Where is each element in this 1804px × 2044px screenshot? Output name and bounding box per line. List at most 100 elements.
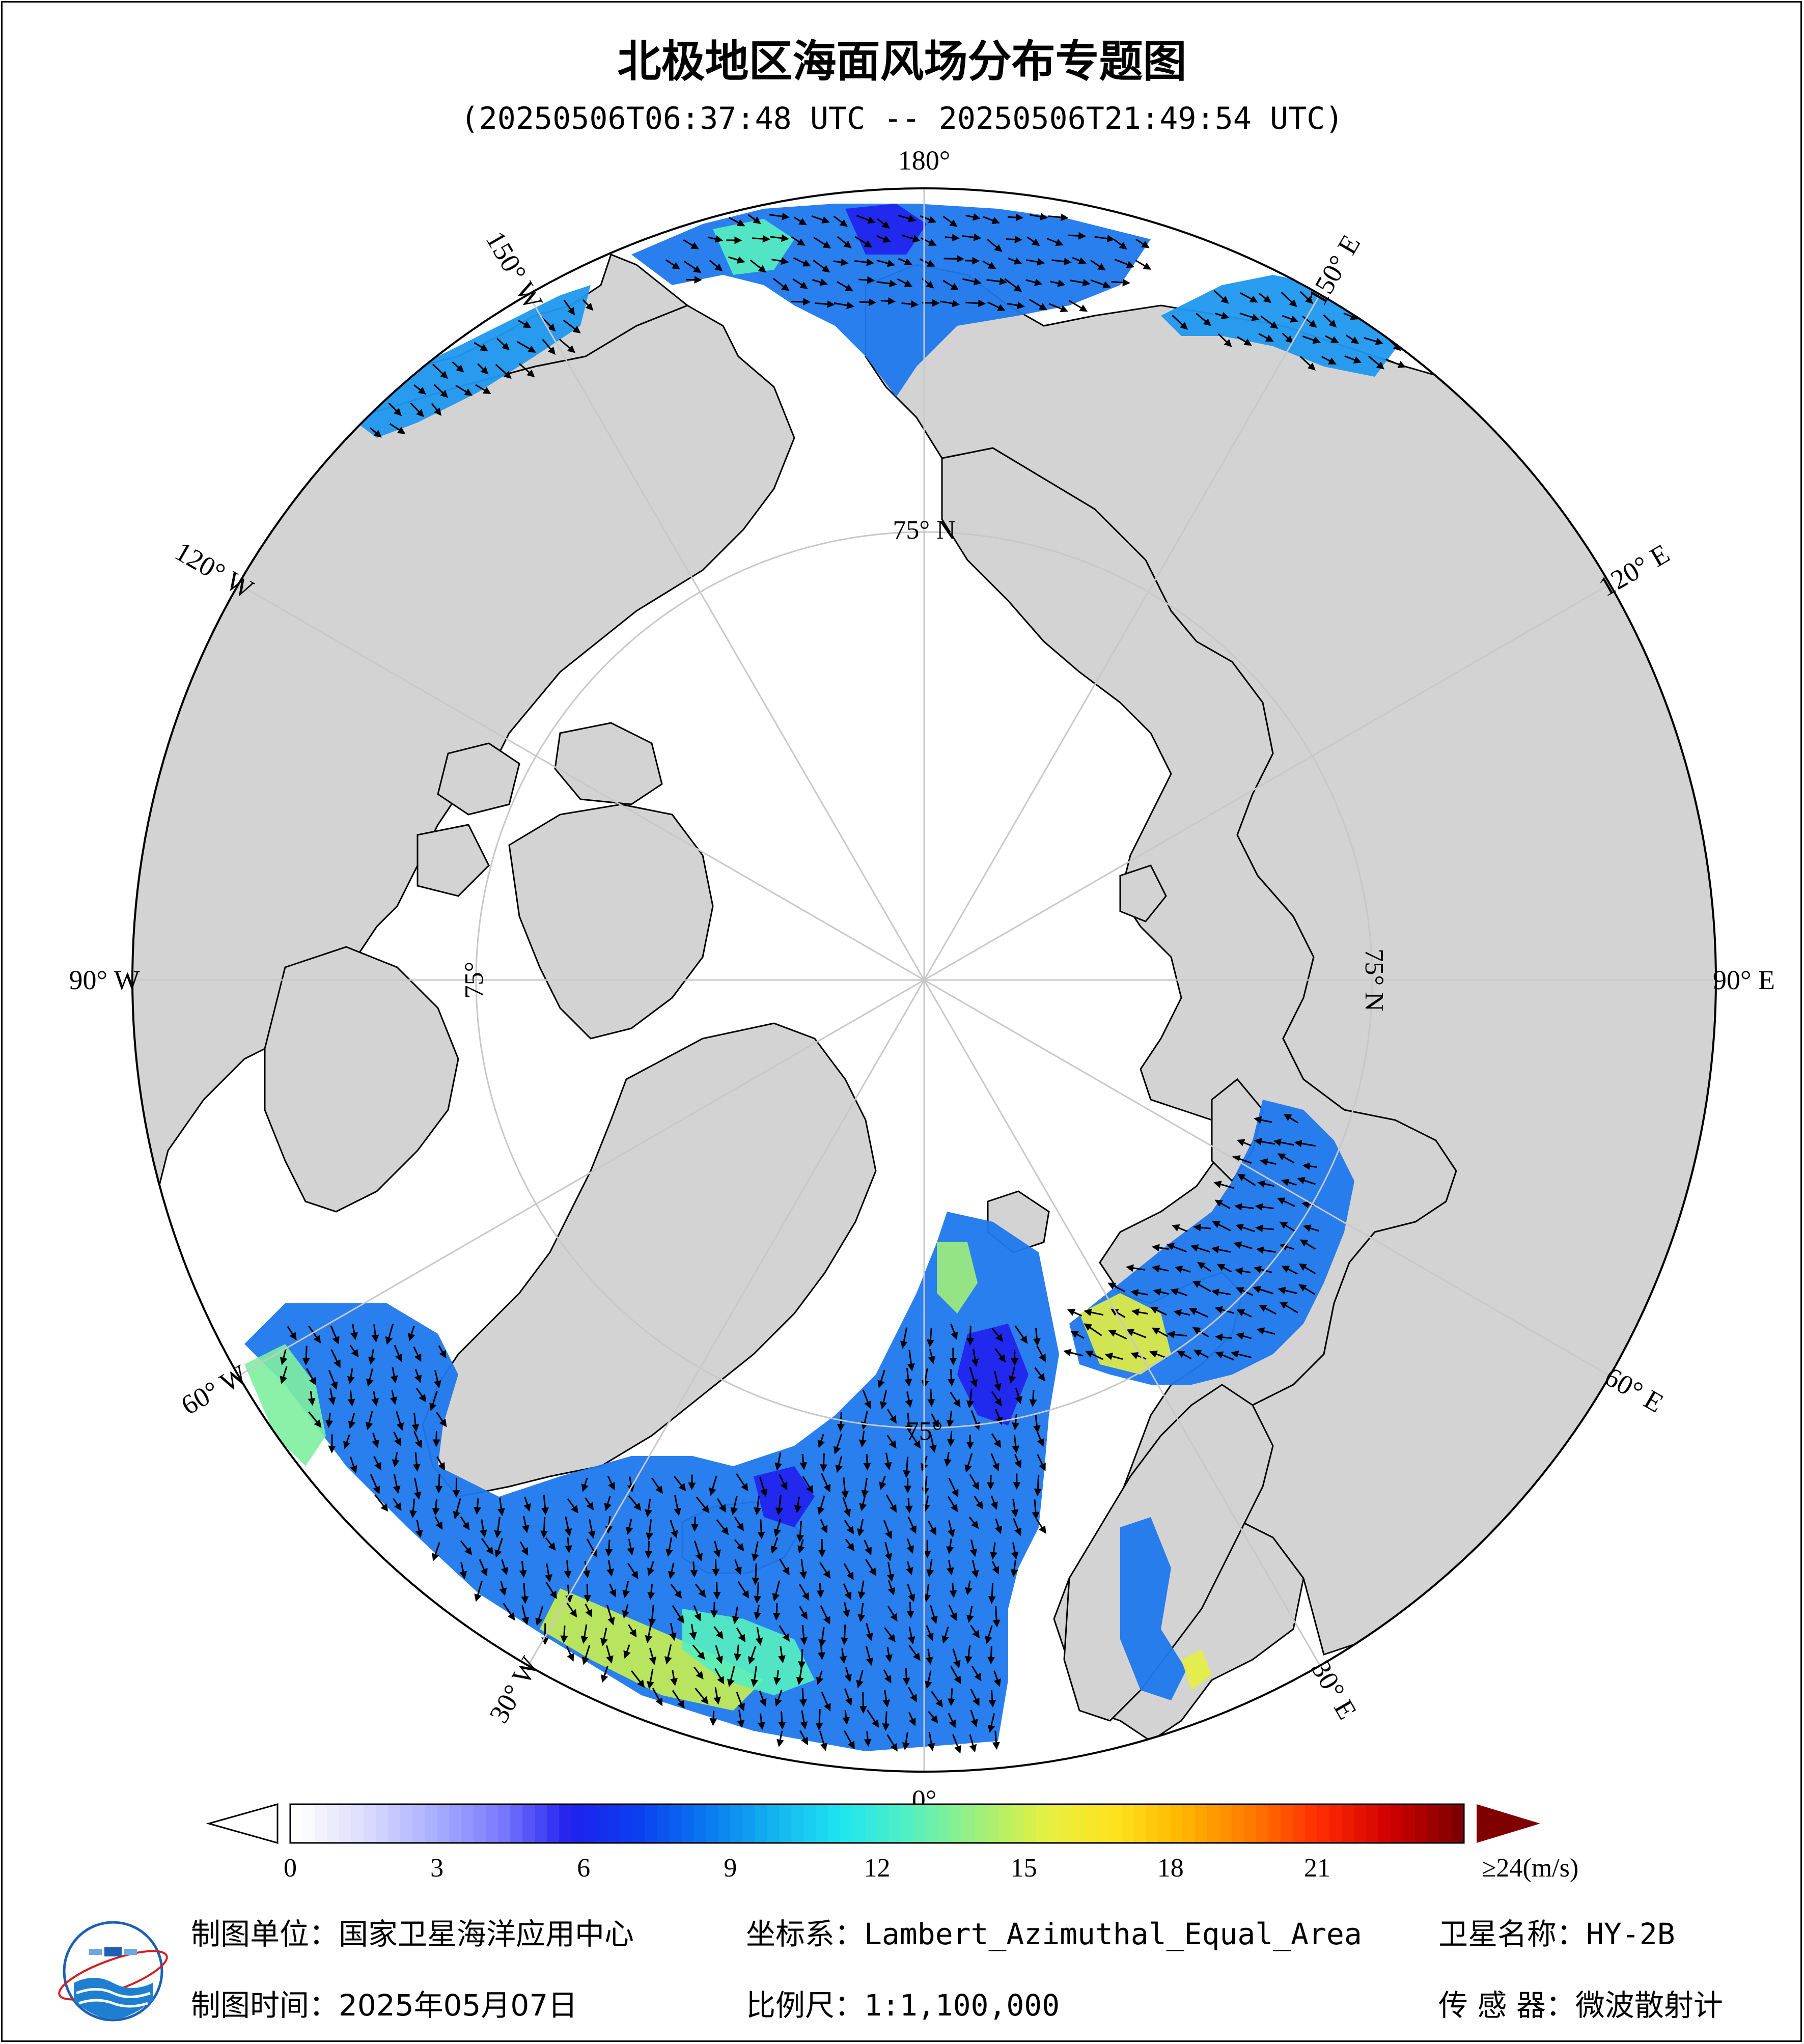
wind-arrow [778, 1711, 786, 1730]
colorbar [206, 1803, 1540, 1844]
wind-arrow [365, 1411, 373, 1431]
wind-arrow [586, 1538, 598, 1558]
wind-arrow [582, 299, 594, 311]
wind-arrow [923, 1584, 931, 1603]
wind-arrow [1151, 1327, 1169, 1337]
wind-arrow [949, 1582, 957, 1599]
wind-arrow [497, 1497, 505, 1517]
colorbar-cell [962, 1804, 976, 1843]
wind-arrow [622, 1604, 630, 1619]
wind-arrow [325, 1412, 334, 1429]
colorbar-cell [926, 1804, 939, 1843]
wind-arrow [779, 1625, 790, 1642]
wind-arrow [799, 1688, 807, 1707]
wind-arrow [560, 1626, 568, 1643]
wind-arrow [859, 1495, 867, 1511]
wind-arrow [565, 1537, 573, 1553]
colorbar-cell [1329, 1804, 1342, 1843]
wind-arrow [696, 1496, 710, 1514]
wind-arrow [969, 1539, 978, 1557]
wind-arrow [540, 1517, 548, 1538]
wind-arrow [585, 1603, 593, 1618]
wind-arrow [690, 1561, 698, 1578]
wind-arrow [581, 1645, 591, 1665]
colorbar-cell [449, 1804, 462, 1843]
wind-arrow [952, 1734, 961, 1754]
colorbar-cell [1439, 1804, 1452, 1843]
wind-arrow [1239, 312, 1260, 321]
wind-arrow [1235, 1267, 1251, 1275]
wind-arrow [715, 1645, 724, 1664]
wind-arrow [373, 1456, 381, 1471]
colorbar-cell [681, 1804, 695, 1843]
wind-arrow [1034, 1367, 1045, 1382]
graticule [132, 188, 1716, 1772]
meridian-line [923, 979, 1321, 1666]
wind-arrow [350, 1324, 358, 1340]
colorbar-cell [1170, 1804, 1183, 1843]
wind-arrow [519, 1541, 529, 1556]
wind-arrow [1281, 1179, 1297, 1186]
wind-arrow [885, 1494, 897, 1513]
colorbar-cell [596, 1804, 609, 1843]
wind-arrow [366, 1368, 374, 1387]
longitude-label: 180° [898, 145, 951, 176]
wind-arrow [432, 1542, 440, 1561]
colorbar-outline [289, 1803, 1465, 1844]
wind-arrow [974, 1496, 983, 1509]
wind-arrow [818, 1627, 826, 1647]
arctic-island-land [437, 742, 520, 816]
wind-arrow [796, 1666, 804, 1685]
wind-arrow [564, 1560, 572, 1579]
wind-arrow [545, 1563, 552, 1583]
wind-arrow [811, 215, 830, 224]
wind-arrow [1015, 1388, 1022, 1405]
wind-arrow [503, 1603, 515, 1621]
wind-arrow [857, 1603, 866, 1622]
wind-arrow [1237, 336, 1252, 346]
wind-arrow [754, 1604, 762, 1620]
wind-arrow [1114, 259, 1135, 268]
wind-arrow [854, 258, 875, 266]
wind-arrow [987, 1475, 995, 1490]
colorbar-cell [1305, 1804, 1318, 1843]
wind-patch-high [1079, 1293, 1171, 1375]
wind-arrow [330, 1325, 340, 1345]
wind-arrow [1151, 1265, 1169, 1273]
wind-arrow [839, 1648, 847, 1664]
colorbar-cell [950, 1804, 963, 1843]
wind-arrow [453, 1498, 461, 1520]
colorbar-cell [1451, 1804, 1464, 1843]
wind-arrow [1007, 301, 1025, 310]
wind-arrow [308, 1390, 316, 1406]
colorbar-cell [828, 1804, 841, 1843]
wind-arrow [388, 402, 402, 416]
wind-arrow [545, 1537, 556, 1551]
wind-arrow [714, 1668, 725, 1685]
wind-arrow [1197, 1262, 1212, 1272]
colorbar-cell [913, 1804, 927, 1843]
wind-arrow [1072, 257, 1087, 264]
colorbar-cell [1011, 1804, 1024, 1843]
wind-arrow [1135, 238, 1150, 248]
scandinavia-land [1063, 1384, 1274, 1722]
colorbar-cell [400, 1804, 413, 1843]
wind-arrow [990, 1495, 998, 1510]
colorbar-tick-label: 0 [284, 1854, 297, 1883]
wind-arrow [1135, 260, 1152, 270]
colorbar-cell [339, 1804, 352, 1843]
wind-arrow [693, 1666, 704, 1680]
wind-arrow [968, 1517, 979, 1529]
colorbar-min-arrow [206, 1803, 279, 1844]
wind-arrow [1084, 1323, 1102, 1336]
wind-arrow [812, 278, 828, 286]
wind-arrow [905, 1413, 913, 1434]
wind-arrow [775, 1495, 783, 1516]
wind-arrow [1036, 1519, 1046, 1534]
wind-arrow [1006, 235, 1022, 243]
wind-arrow [843, 1730, 855, 1750]
wind-arrow [434, 1370, 441, 1389]
wind-arrow [902, 1732, 910, 1751]
wind-arrow [435, 1474, 443, 1494]
wind-arrow [287, 1326, 297, 1340]
